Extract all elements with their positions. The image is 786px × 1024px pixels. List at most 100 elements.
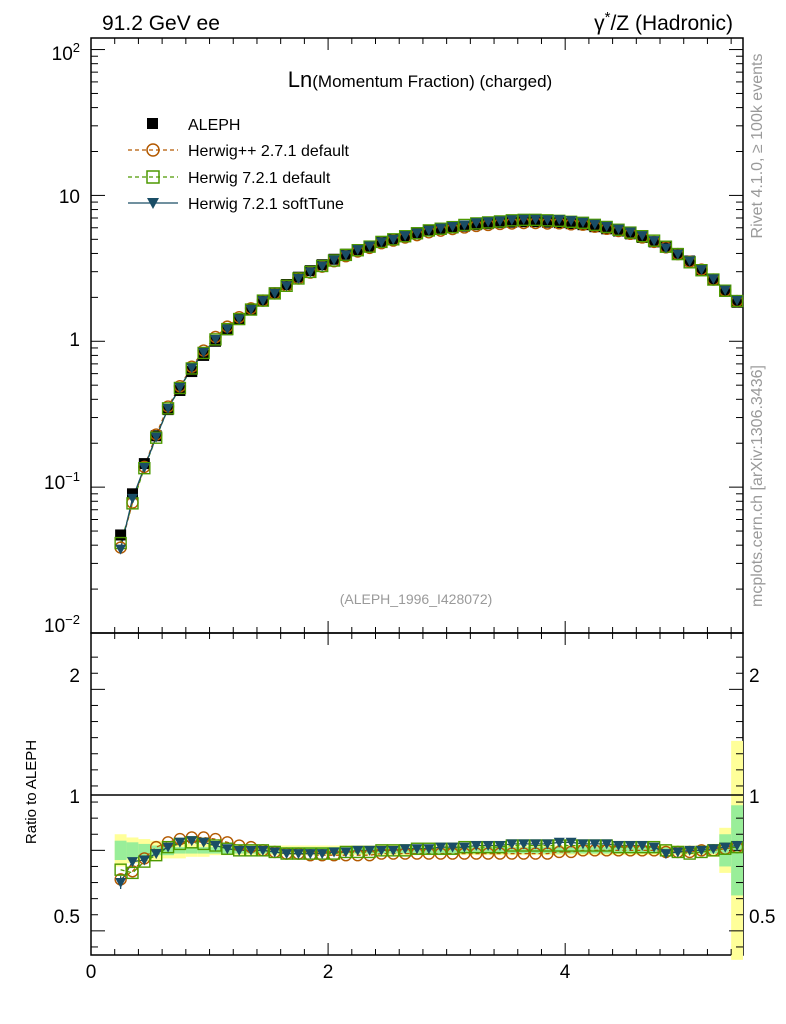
herwig7-point: [149, 431, 163, 444]
header-right: γ*/Z (Hadronic): [594, 9, 733, 35]
legend-marker-herwigpp: [146, 143, 160, 157]
softtune-point: [589, 219, 601, 230]
softtune-point: [257, 296, 269, 307]
ratio-band-inner: [114, 840, 127, 861]
herwig7-point: [600, 220, 613, 234]
ratio-y-axis-label: Ratio to ALEPH: [23, 740, 40, 844]
ratio-softtune-point: [589, 839, 601, 850]
ratio-band-inner: [126, 842, 139, 859]
ratio-softtune-point: [565, 837, 577, 848]
ratio-softtune-point: [340, 847, 352, 858]
ratio-softtune-point: [624, 841, 636, 852]
ratio-softtune-point: [375, 845, 387, 856]
herwig7-point: [197, 346, 210, 360]
main-y-tick-label: 10: [59, 187, 80, 208]
softtune-point: [399, 231, 411, 242]
softtune-point: [494, 216, 506, 227]
ratio-y-tick-label-right: 1: [749, 787, 760, 808]
ratio-band-inner: [138, 843, 151, 857]
softtune-point: [340, 250, 352, 261]
softtune-point: [470, 218, 482, 229]
herwig7-point: [185, 362, 198, 375]
ratio-herwig7-point: [114, 863, 127, 876]
herwig7-point: [434, 222, 447, 235]
herwig7-point: [541, 214, 554, 227]
softtune-point: [601, 221, 613, 232]
ratio-softtune-point: [292, 849, 304, 860]
ratio-softtune-point: [198, 837, 210, 848]
ratio-softtune-point: [435, 842, 447, 853]
ratio-softtune-point: [162, 842, 174, 853]
ratio-band-inner: [197, 847, 210, 854]
ratio-band-inner: [185, 847, 198, 854]
softtune-point: [233, 314, 245, 325]
ratio-softtune-point: [269, 847, 281, 858]
ratio-softtune-point: [411, 844, 423, 855]
herwig7-point: [719, 284, 732, 297]
ratio-softtune-point: [447, 842, 459, 853]
softtune-point: [636, 231, 648, 242]
ratio-softtune-point: [696, 845, 708, 856]
softtune-point: [458, 220, 470, 231]
softtune-point: [198, 347, 210, 358]
ratio-softtune-point: [601, 839, 613, 850]
softtune-point: [696, 265, 708, 276]
main-y-tick-label: 1: [69, 330, 80, 351]
ratio-softtune-point: [660, 849, 672, 860]
herwig7-point: [327, 254, 341, 267]
ratio-softtune-point: [613, 841, 625, 852]
softtune-point: [292, 273, 304, 284]
softtune-point: [541, 215, 553, 226]
herwig7-point: [398, 230, 412, 243]
axis-ticks: [90, 38, 743, 955]
x-tick-label: 0: [86, 962, 97, 983]
softtune-point: [364, 241, 376, 252]
legend-marker-softtune: [147, 198, 159, 209]
ratio-series-group: [114, 831, 744, 889]
x-tick-label: 2: [323, 962, 334, 983]
ratio-softtune-point: [352, 845, 364, 856]
plot-title: Ln(Momentum Fraction) (charged): [288, 67, 552, 92]
softtune-point: [731, 295, 743, 306]
ratio-plot-frame: [90, 632, 744, 956]
herwig7-point: [470, 217, 483, 230]
herwig7-point: [138, 461, 151, 475]
softtune-point: [660, 243, 672, 254]
ratio-softtune-point: [245, 845, 257, 856]
legend: ALEPH Herwig++ 2.7.1 default Herwig 7.2.…: [128, 117, 350, 213]
softtune-point: [565, 216, 577, 227]
ratio-softtune-point: [150, 849, 162, 860]
herwig7-point: [529, 213, 542, 227]
softtune-point: [553, 215, 565, 226]
softtune-point: [435, 223, 447, 234]
ratio-softtune-point: [174, 837, 186, 848]
herwig7-point: [730, 294, 744, 308]
ratio-softtune-point: [328, 847, 340, 858]
softtune-point: [281, 281, 293, 292]
ratio-y-tick-label: 2: [69, 666, 80, 687]
ratio-softtune-point: [553, 837, 565, 848]
ratio-y-tick-label: 0.5: [54, 907, 80, 928]
ratio-softtune-point: [423, 844, 435, 855]
herwig7-point: [576, 216, 590, 230]
ratio-softtune-point: [541, 839, 553, 850]
rivet-label: Rivet 4.1.0, ≥ 100k events: [749, 54, 766, 239]
herwig7-point: [493, 215, 507, 228]
ratio-softtune-point: [672, 847, 684, 858]
softtune-point: [423, 225, 435, 236]
legend-label: Herwig 7.2.1 default: [188, 170, 331, 187]
ratio-softtune-point: [648, 842, 660, 853]
softtune-point: [577, 217, 589, 228]
herwig7-point: [695, 264, 708, 277]
herwig7-point: [173, 381, 187, 395]
ratio-softtune-point: [221, 844, 233, 855]
main-y-tick-label: 10−1: [44, 469, 80, 494]
aleph-point: [126, 488, 138, 500]
herwig7-point: [612, 223, 625, 236]
softtune-point: [186, 363, 198, 374]
ratio-softtune-point: [707, 844, 719, 855]
ratio-y-tick-label-right: 2: [749, 666, 760, 687]
ratio-y-tick-label: 1: [69, 787, 80, 808]
ratio-softtune-point: [684, 845, 696, 856]
